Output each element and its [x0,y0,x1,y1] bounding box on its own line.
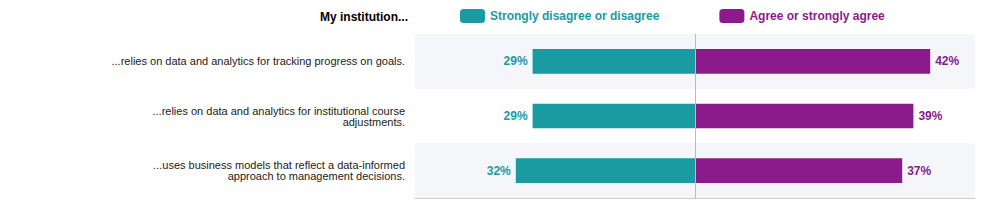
svg-text:...relies on data and analytic: ...relies on data and analytics for trac… [112,55,406,67]
svg-text:approach to management decisio: approach to management decisions. [228,170,405,182]
svg-text:32%: 32% [487,164,511,178]
svg-text:42%: 42% [935,54,959,68]
svg-text:Strongly disagree or disagree: Strongly disagree or disagree [490,9,660,23]
svg-text:...uses business models that r: ...uses business models that reflect a d… [153,159,405,172]
svg-text:...relies on data and analytic: ...relies on data and analytics for inst… [152,104,405,117]
svg-text:29%: 29% [504,109,528,123]
svg-text:adjustments.: adjustments. [343,116,405,128]
svg-text:Agree or strongly agree: Agree or strongly agree [749,9,885,23]
svg-text:39%: 39% [918,109,942,123]
svg-text:29%: 29% [504,54,528,68]
svg-text:37%: 37% [907,164,931,178]
svg-text:My institution...: My institution... [320,10,408,24]
